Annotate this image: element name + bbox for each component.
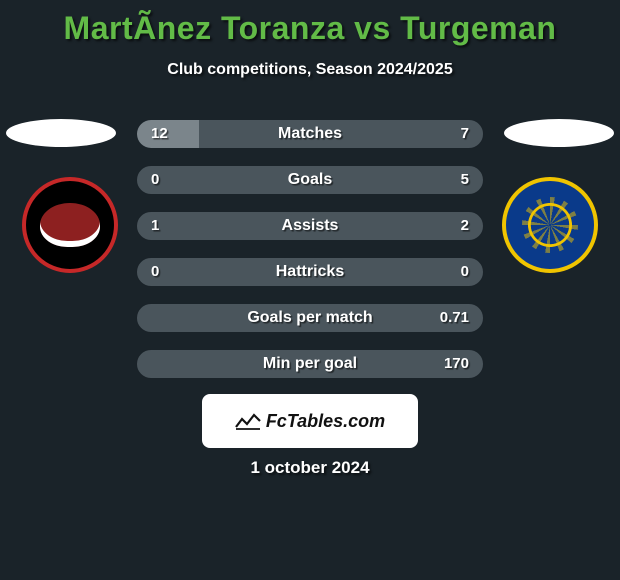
crest-icon-left bbox=[40, 203, 100, 247]
stat-row: Min per goal170 bbox=[136, 349, 484, 379]
page-title: MartÃ­nez Toranza vs Turgeman bbox=[0, 0, 620, 47]
stat-row: Goals per match0.71 bbox=[136, 303, 484, 333]
stat-label: Assists bbox=[137, 212, 483, 240]
stat-label: Matches bbox=[137, 120, 483, 148]
stat-label: Hattricks bbox=[137, 258, 483, 286]
stat-value-left: 0 bbox=[151, 166, 159, 194]
brand-icon bbox=[235, 412, 261, 430]
stat-label: Goals per match bbox=[137, 304, 483, 332]
stat-value-right: 0.71 bbox=[440, 304, 469, 332]
player-badge-left bbox=[6, 119, 116, 147]
stat-bars: Matches127Goals05Assists12Hattricks00Goa… bbox=[136, 119, 484, 395]
stat-label: Min per goal bbox=[137, 350, 483, 378]
team-crest-left bbox=[22, 177, 118, 273]
stat-row: Assists1 2 bbox=[136, 211, 484, 241]
brand-box: FcTables.com bbox=[202, 394, 418, 448]
stat-row: Hattricks0 0 bbox=[136, 257, 484, 287]
stat-value-right: 170 bbox=[444, 350, 469, 378]
stat-value-left: 0 bbox=[151, 258, 159, 286]
date-line: 1 october 2024 bbox=[0, 458, 620, 478]
team-crest-right bbox=[502, 177, 598, 273]
brand-text: FcTables.com bbox=[266, 411, 385, 432]
stat-value-right: 7 bbox=[461, 120, 469, 148]
season-subtitle: Club competitions, Season 2024/2025 bbox=[0, 61, 620, 79]
stat-value-left: 12 bbox=[151, 120, 168, 148]
player-badge-right bbox=[504, 119, 614, 147]
stat-value-right: 0 bbox=[461, 258, 469, 286]
crest-icon-right bbox=[522, 197, 578, 253]
stat-value-left: 1 bbox=[151, 212, 159, 240]
stat-value-right: 5 bbox=[461, 166, 469, 194]
stat-value-right: 2 bbox=[461, 212, 469, 240]
stat-label: Goals bbox=[137, 166, 483, 194]
comparison-card: MartÃ­nez Toranza vs Turgeman Club compe… bbox=[0, 0, 620, 580]
stat-row: Goals0 5 bbox=[136, 165, 484, 195]
brand-label: FcTables.com bbox=[235, 411, 385, 432]
stats-section: Matches127Goals05Assists12Hattricks00Goa… bbox=[0, 119, 620, 389]
stat-row: Matches12 7 bbox=[136, 119, 484, 149]
